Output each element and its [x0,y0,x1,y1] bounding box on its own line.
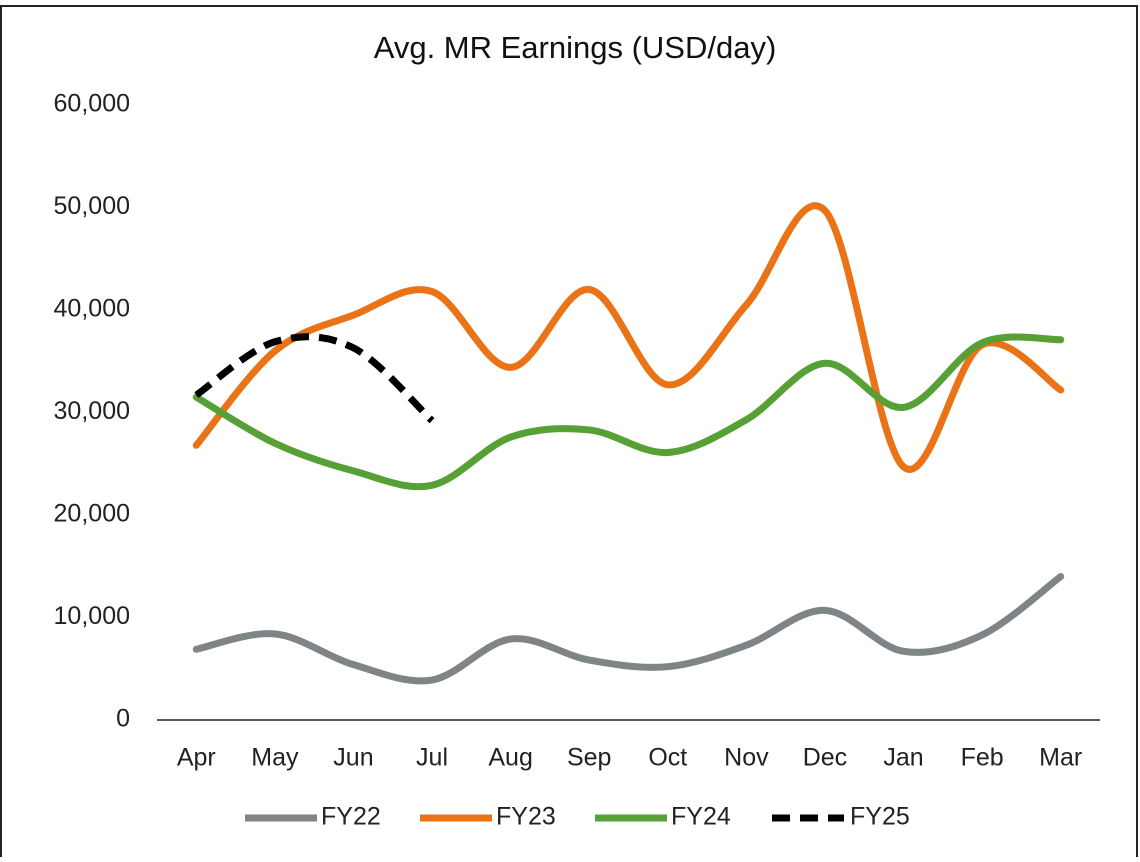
legend-label: FY22 [321,803,381,831]
legend-label: FY25 [850,803,910,831]
x-tick-label: Jan [883,744,923,772]
y-tick-label: 30,000 [54,397,130,425]
series-line [192,333,1065,491]
legend-label: FY23 [496,803,556,831]
x-tick-label: Feb [961,744,1004,772]
x-tick-label: Mar [1039,744,1082,772]
x-tick-label: Jun [333,744,373,772]
y-tick-label: 0 [116,705,130,733]
legend-label: FY24 [671,803,731,831]
x-tick-label: Oct [648,744,687,772]
y-tick-label: 60,000 [54,90,130,118]
chart-title: Avg. MR Earnings (USD/day) [374,30,777,65]
x-tick-label: Sep [567,744,611,772]
x-tick-label: May [251,744,299,772]
chart-border [0,5,1138,862]
y-tick-label: 10,000 [54,602,130,630]
y-tick-label: 20,000 [54,500,130,528]
series-line [194,333,435,424]
y-tick-label: 40,000 [54,295,130,323]
y-tick-label: 50,000 [54,192,130,220]
series-line [192,573,1065,685]
x-tick-label: Jul [416,744,448,772]
series-line [192,202,1065,473]
x-tick-label: Nov [724,744,769,772]
x-tick-label: Aug [488,744,532,772]
x-tick-label: Apr [177,744,216,772]
x-tick-label: Dec [803,744,847,772]
